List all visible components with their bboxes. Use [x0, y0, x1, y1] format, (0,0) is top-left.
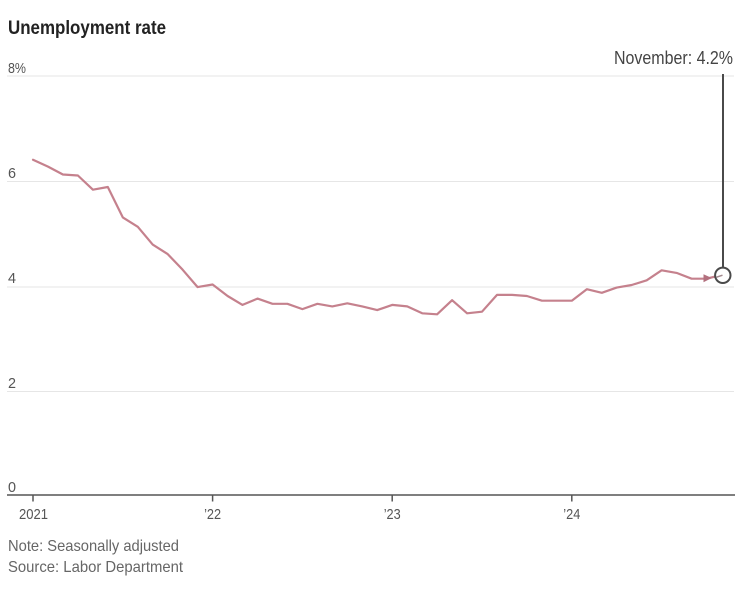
svg-text:6: 6 — [8, 165, 16, 182]
svg-text:’23: ’23 — [384, 506, 401, 523]
svg-text:0: 0 — [8, 479, 16, 496]
svg-text:’24: ’24 — [563, 506, 580, 523]
svg-text:’22: ’22 — [204, 506, 221, 523]
svg-text:4: 4 — [8, 270, 16, 287]
svg-text:2: 2 — [8, 375, 16, 392]
svg-text:8%: 8% — [8, 60, 26, 77]
svg-text:November: 4.2%: November: 4.2% — [614, 48, 733, 68]
svg-text:Note: Seasonally adjusted: Note: Seasonally adjusted — [8, 538, 179, 555]
svg-text:Unemployment rate: Unemployment rate — [8, 18, 166, 39]
svg-text:2021: 2021 — [19, 506, 48, 523]
svg-text:Source: Labor Department: Source: Labor Department — [8, 559, 184, 576]
